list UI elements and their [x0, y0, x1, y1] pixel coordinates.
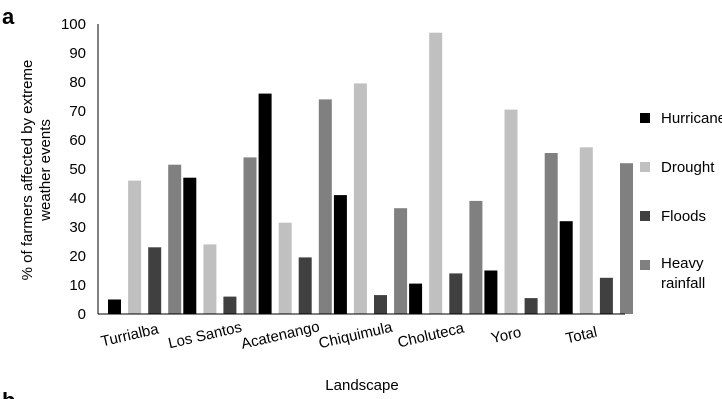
- panel-label: a: [2, 4, 15, 29]
- bar-hurricane-choluteca: [409, 283, 423, 314]
- bars: [108, 32, 633, 315]
- y-axis-title: % of farmers affected by extreme weather…: [19, 60, 54, 281]
- legend-swatch-heavy-rainfall: [640, 260, 650, 270]
- y-tick-label: 20: [69, 248, 86, 265]
- y-tick-label: 10: [69, 277, 86, 294]
- bar-drought-choluteca: [429, 32, 443, 314]
- bar-heavy-rainfall-chiquimula: [394, 208, 408, 314]
- bar-floods-choluteca: [449, 273, 463, 314]
- bar-heavy-rainfall-los-santos: [243, 157, 257, 314]
- y-tick-label: 60: [69, 132, 86, 149]
- x-category-label: Yoro: [490, 324, 523, 347]
- legend-label: Floods: [661, 208, 706, 225]
- y-tick-label: 80: [69, 74, 86, 91]
- y-axis-title-line-1: % of farmers affected by extreme: [19, 60, 36, 281]
- bar-heavy-rainfall-turrialba: [168, 164, 182, 314]
- bar-floods-acatenango: [298, 257, 312, 314]
- y-tick-label: 40: [69, 190, 86, 207]
- legend-swatch-floods: [640, 211, 650, 221]
- legend-label: Heavy: [661, 255, 704, 272]
- bar-drought-total: [579, 147, 593, 315]
- bar-drought-turrialba: [128, 180, 142, 314]
- bar-heavy-rainfall-choluteca: [469, 200, 483, 314]
- bar-hurricane-chiquimula: [333, 195, 347, 314]
- y-tick-label: 100: [61, 16, 86, 33]
- bar-floods-total: [599, 277, 613, 315]
- bar-floods-yoro: [524, 298, 538, 314]
- x-axis-title: Landscape: [325, 377, 398, 394]
- legend: Hurricane Drought Floods Heavy rainfall: [640, 110, 722, 292]
- bar-drought-los-santos: [203, 244, 217, 314]
- next-panel-label: b: [2, 388, 15, 399]
- bar-heavy-rainfall-yoro: [544, 153, 558, 314]
- y-tick-label: 50: [69, 161, 86, 178]
- bar-drought-chiquimula: [353, 83, 367, 315]
- y-tick-label: 0: [78, 306, 86, 323]
- legend-label: Hurricane: [661, 110, 722, 127]
- legend-label: rainfall: [661, 275, 705, 292]
- legend-swatch-hurricane: [640, 113, 650, 123]
- x-category-label: Acatenango: [239, 318, 321, 353]
- bar-hurricane-acatenango: [258, 93, 272, 314]
- y-axis-title-line-2: weather events: [37, 119, 54, 222]
- bar-hurricane-yoro: [484, 270, 498, 314]
- bar-hurricane-turrialba: [108, 299, 121, 314]
- bar-floods-los-santos: [223, 296, 237, 314]
- y-axis-ticks: 0 10 20 30 40 50 60 70 80 90 100: [61, 16, 86, 323]
- x-category-label: Los Santos: [167, 319, 244, 352]
- y-tick-label: 90: [69, 45, 86, 62]
- bar-floods-chiquimula: [374, 295, 387, 314]
- bar-floods-turrialba: [148, 247, 162, 314]
- x-category-label: Choluteca: [396, 319, 466, 351]
- x-category-label: Total: [564, 324, 599, 348]
- x-category-label: Chiquimula: [317, 319, 395, 353]
- legend-label: Drought: [661, 159, 715, 176]
- bar-heavy-rainfall-acatenango: [318, 99, 332, 315]
- bar-hurricane-total: [559, 221, 573, 314]
- bar-drought-acatenango: [278, 222, 292, 314]
- y-tick-label: 30: [69, 219, 86, 236]
- bar-hurricane-los-santos: [183, 177, 197, 314]
- legend-swatch-drought: [640, 162, 650, 172]
- x-category-label: Turrialba: [99, 320, 161, 350]
- y-tick-label: 70: [69, 103, 86, 120]
- bar-heavy-rainfall-total: [620, 163, 633, 314]
- bar-drought-yoro: [504, 109, 518, 314]
